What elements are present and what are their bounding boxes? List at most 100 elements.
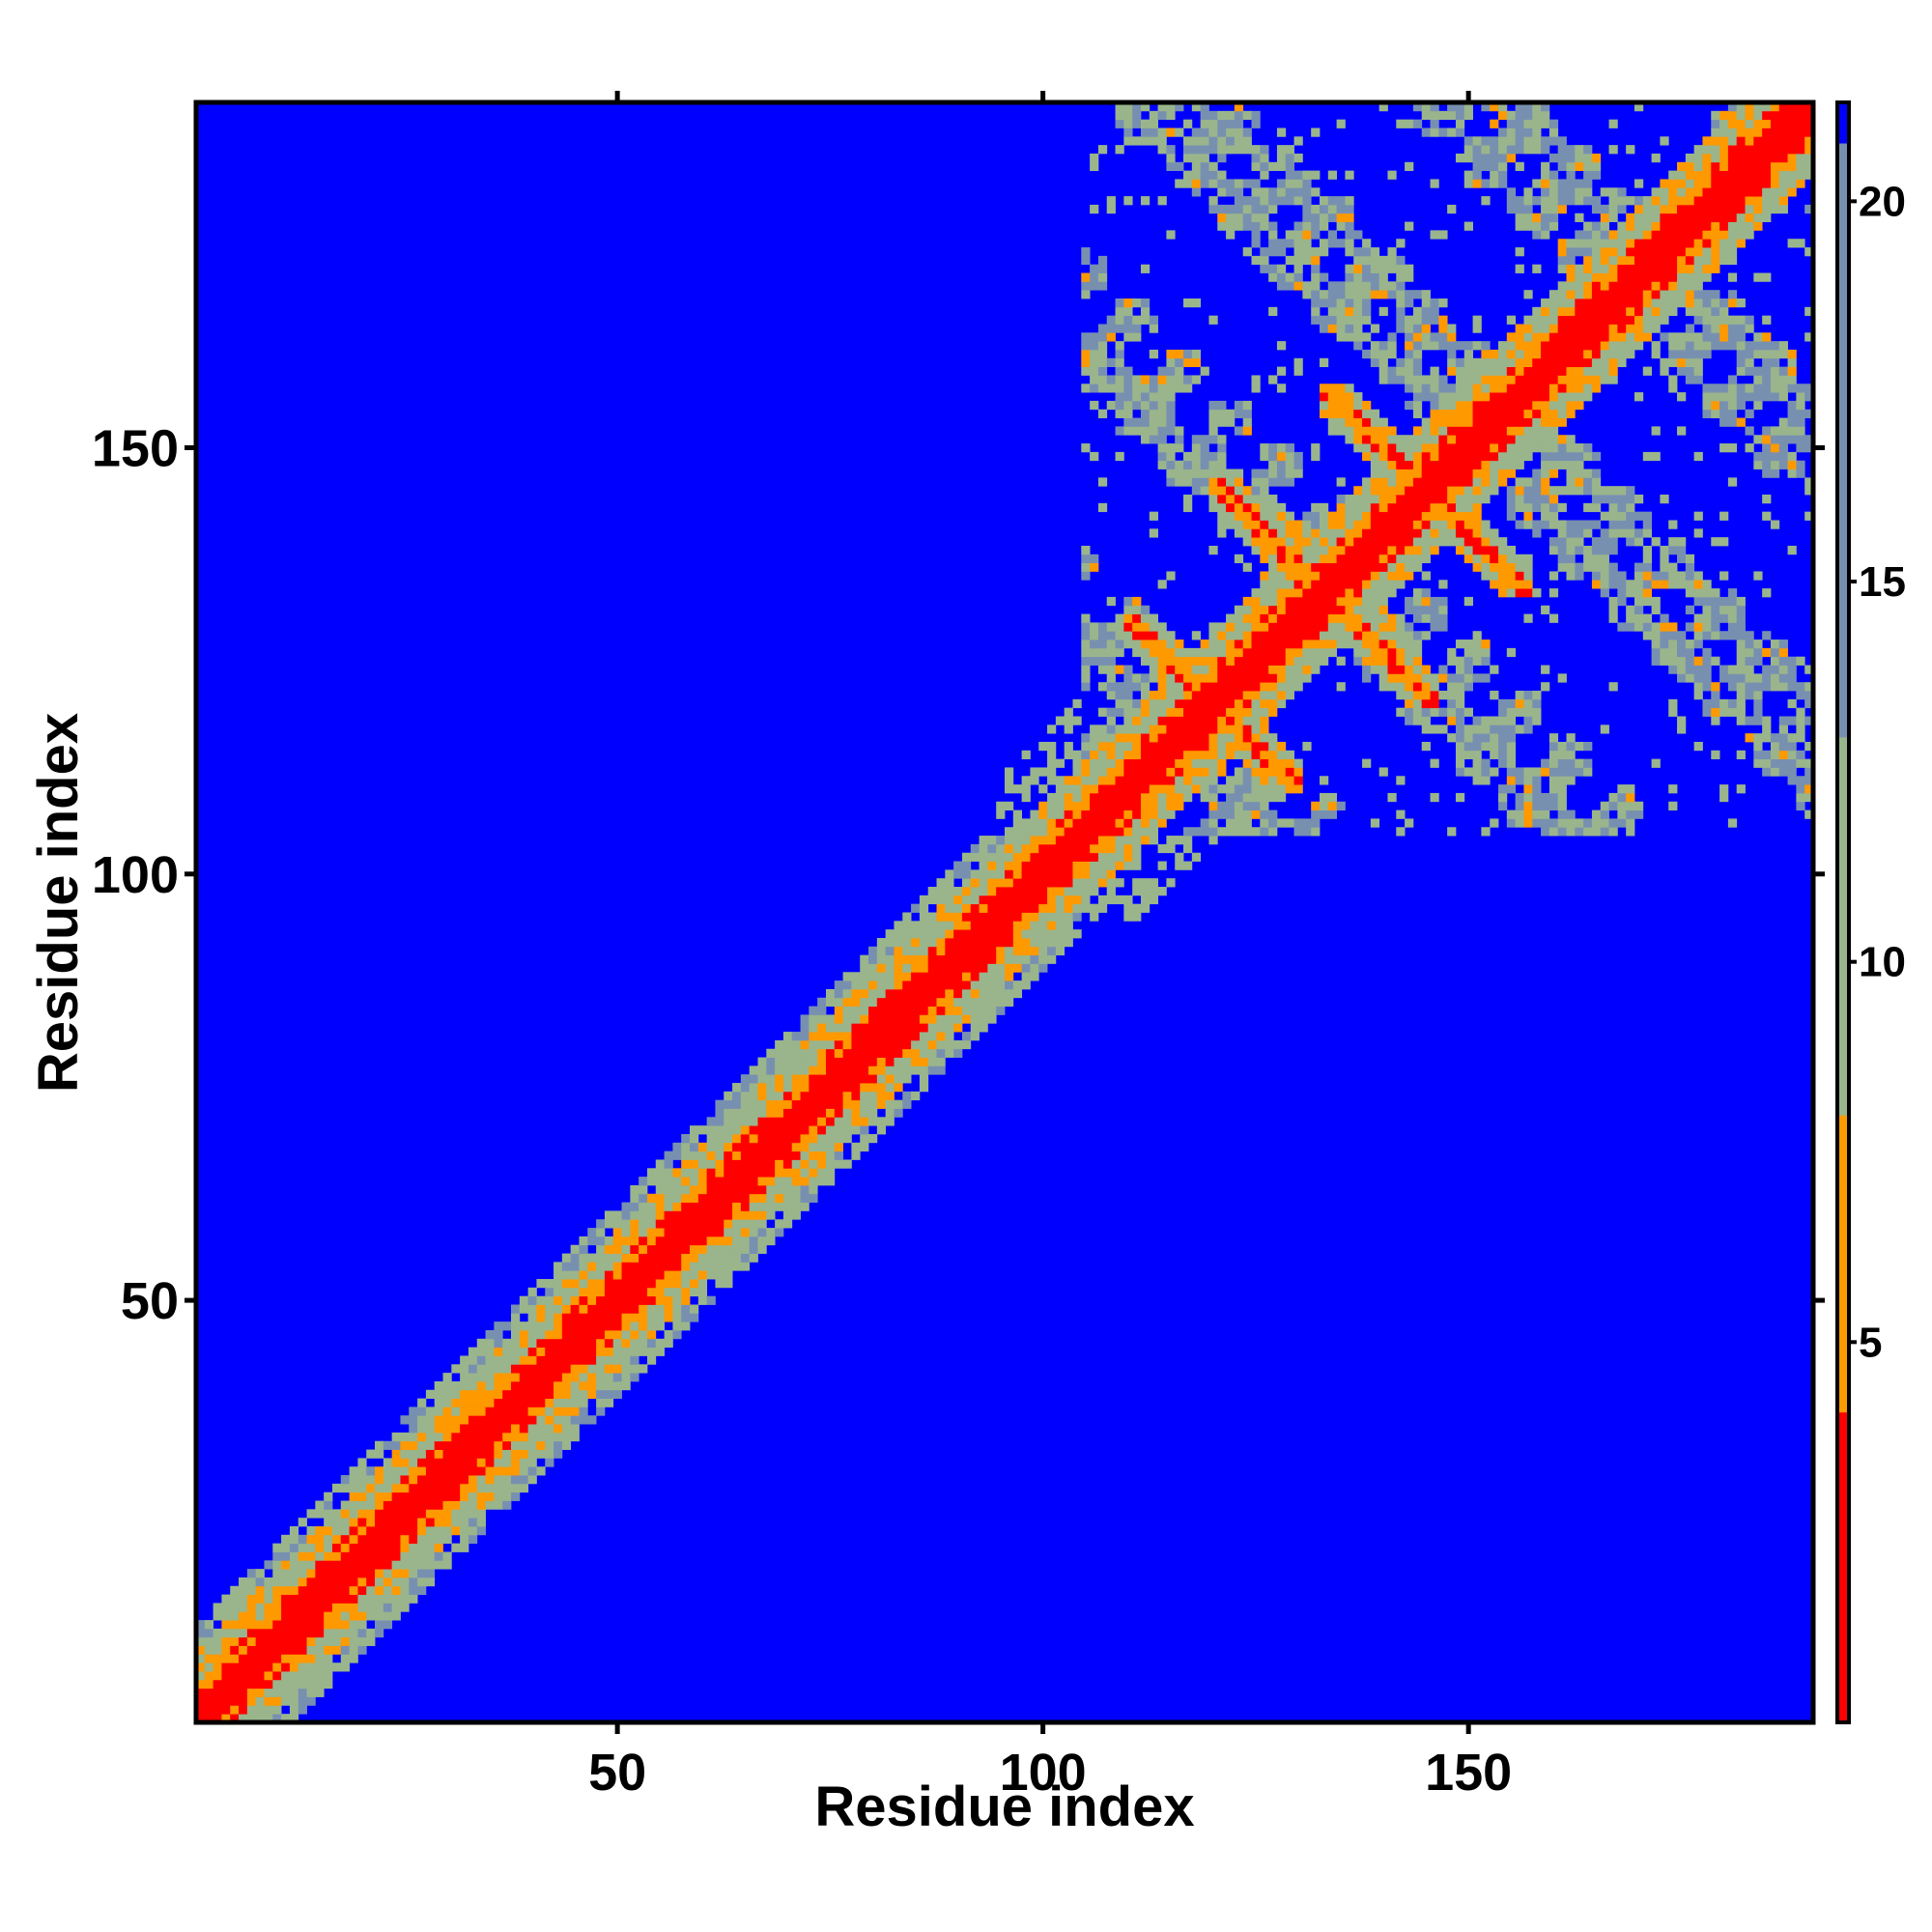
heatmap-cell bbox=[1005, 895, 1014, 905]
heatmap-cell bbox=[775, 1219, 784, 1229]
heatmap-cell bbox=[655, 1228, 665, 1237]
heatmap-cell bbox=[1327, 545, 1338, 555]
heatmap-cell bbox=[664, 1313, 673, 1322]
heatmap-cell bbox=[1532, 349, 1542, 359]
heatmap-cell bbox=[383, 1518, 393, 1527]
heatmap-cell bbox=[1242, 647, 1252, 658]
heatmap-cell bbox=[961, 1039, 972, 1050]
heatmap-cell bbox=[1557, 306, 1567, 317]
heatmap-cell bbox=[451, 1424, 461, 1434]
heatmap-cell bbox=[1541, 682, 1550, 692]
heatmap-cell bbox=[715, 1177, 724, 1186]
heatmap-cell bbox=[1430, 179, 1439, 188]
heatmap-cell bbox=[1268, 639, 1278, 649]
heatmap-cell bbox=[953, 963, 963, 973]
heatmap-cell bbox=[782, 1117, 793, 1126]
heatmap-cell bbox=[409, 1577, 418, 1587]
heatmap-cell bbox=[1387, 588, 1397, 598]
heatmap-cell bbox=[782, 1048, 793, 1058]
heatmap-cell bbox=[604, 1210, 614, 1220]
heatmap-cell bbox=[579, 1355, 588, 1365]
heatmap-cell bbox=[349, 1525, 358, 1536]
heatmap-cell bbox=[927, 980, 937, 990]
heatmap-cell bbox=[1541, 196, 1550, 206]
heatmap-cell bbox=[366, 1518, 376, 1527]
heatmap-cell bbox=[570, 1321, 580, 1331]
heatmap-cell bbox=[357, 1560, 367, 1570]
heatmap-cell bbox=[289, 1585, 299, 1596]
heatmap-cell bbox=[612, 1329, 622, 1340]
heatmap-cell bbox=[468, 1458, 478, 1467]
heatmap-cell bbox=[1506, 647, 1517, 658]
heatmap-cell bbox=[612, 1236, 622, 1246]
heatmap-cell bbox=[1276, 682, 1287, 692]
heatmap-cell bbox=[1293, 596, 1303, 607]
heatmap-cell bbox=[1226, 818, 1236, 828]
heatmap-cell bbox=[1242, 707, 1252, 717]
heatmap-cell bbox=[1115, 384, 1124, 393]
heatmap-cell bbox=[1234, 716, 1244, 725]
heatmap-cell bbox=[1268, 691, 1278, 700]
heatmap-cell bbox=[1234, 622, 1244, 632]
heatmap-cell bbox=[1396, 656, 1406, 666]
heatmap-cell bbox=[681, 1133, 691, 1144]
heatmap-cell bbox=[1387, 673, 1397, 683]
heatmap-cell bbox=[953, 988, 963, 999]
heatmap-cell bbox=[1302, 588, 1312, 598]
heatmap-cell bbox=[1327, 571, 1338, 581]
heatmap-cell bbox=[1327, 239, 1338, 248]
heatmap-cell bbox=[1327, 384, 1338, 393]
heatmap-cell bbox=[246, 1577, 257, 1587]
heatmap-cell bbox=[1548, 366, 1559, 376]
heatmap-cell bbox=[1405, 554, 1414, 564]
heatmap-cell bbox=[1175, 128, 1184, 137]
heatmap-cell bbox=[834, 1083, 843, 1093]
heatmap-cell bbox=[460, 1389, 469, 1399]
heatmap-cell bbox=[1557, 784, 1567, 794]
heatmap-cell bbox=[1490, 102, 1499, 112]
heatmap-cell bbox=[1396, 469, 1406, 478]
heatmap-cell bbox=[690, 1184, 699, 1195]
heatmap-cell bbox=[1251, 502, 1261, 513]
heatmap-cell bbox=[1260, 204, 1269, 214]
heatmap-cell bbox=[391, 1483, 401, 1493]
heatmap-cell bbox=[527, 1424, 537, 1434]
heatmap-cell bbox=[1251, 724, 1261, 734]
heatmap-cell bbox=[264, 1671, 273, 1681]
heatmap-cell bbox=[1345, 537, 1354, 547]
heatmap-cell bbox=[1302, 647, 1312, 658]
heatmap-cell bbox=[409, 1466, 418, 1476]
heatmap-cell bbox=[876, 946, 887, 956]
heatmap-cell bbox=[1021, 980, 1031, 990]
heatmap-cell bbox=[1081, 622, 1091, 632]
heatmap-cell bbox=[1506, 341, 1517, 351]
heatmap-cell bbox=[1183, 477, 1193, 487]
heatmap-cell bbox=[366, 1569, 376, 1578]
heatmap-cell bbox=[1166, 571, 1176, 581]
heatmap-cell bbox=[1548, 520, 1559, 529]
heatmap-cell bbox=[1490, 349, 1499, 359]
heatmap-cell bbox=[1438, 596, 1448, 607]
heatmap-cell bbox=[1336, 545, 1346, 555]
heatmap-cell bbox=[894, 954, 903, 964]
heatmap-cell bbox=[417, 1518, 427, 1527]
heatmap-cell bbox=[1132, 861, 1142, 870]
heatmap-cell bbox=[1353, 272, 1363, 282]
heatmap-cell bbox=[1208, 128, 1218, 137]
heatmap-cell bbox=[961, 963, 972, 973]
heatmap-cell bbox=[579, 1380, 588, 1391]
heatmap-cell bbox=[1498, 784, 1508, 794]
heatmap-cell bbox=[476, 1500, 486, 1510]
heatmap-cell bbox=[724, 1151, 733, 1160]
heatmap-cell bbox=[1481, 400, 1491, 411]
heatmap-cell bbox=[1472, 417, 1482, 427]
heatmap-cell bbox=[1123, 852, 1133, 862]
heatmap-cell bbox=[1149, 315, 1158, 325]
heatmap-cell bbox=[1175, 861, 1184, 870]
heatmap-cell bbox=[782, 1057, 793, 1066]
heatmap-cell bbox=[945, 929, 954, 939]
heatmap-cell bbox=[255, 1594, 265, 1604]
heatmap-cell bbox=[1523, 187, 1533, 197]
heatmap-cell bbox=[1566, 435, 1576, 444]
heatmap-cell bbox=[1455, 469, 1465, 478]
